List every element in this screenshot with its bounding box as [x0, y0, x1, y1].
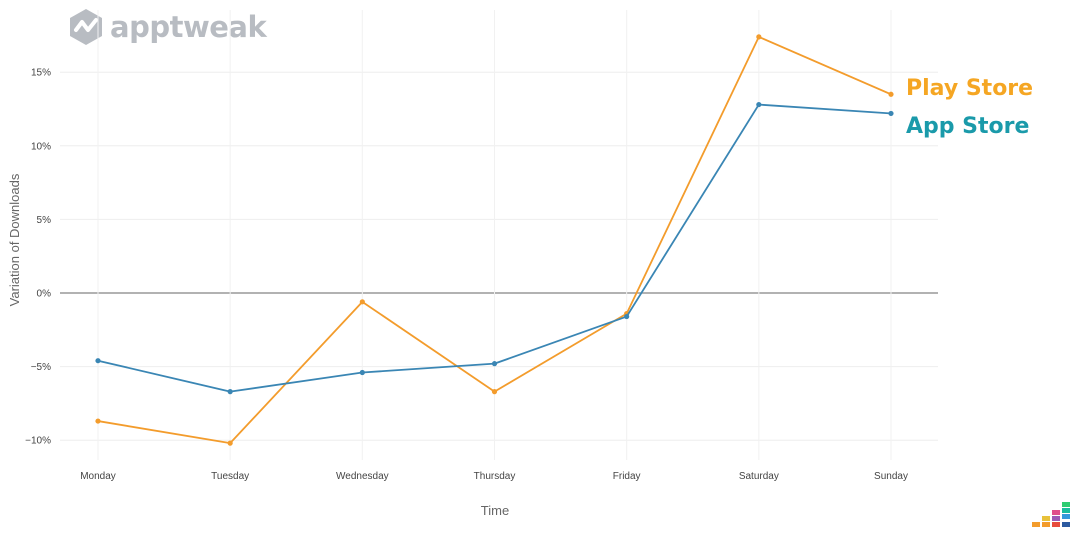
app-store-data-point: [756, 101, 762, 108]
x-tick-label: Saturday: [739, 471, 779, 482]
x-tick-label: Sunday: [874, 471, 908, 482]
play-store-data-point: [95, 418, 101, 424]
legend: Play Store App Store: [906, 76, 1033, 139]
y-tick-label: 15%: [31, 68, 51, 79]
x-tick-label: Thursday: [474, 471, 516, 482]
y-tick-label: 5%: [37, 215, 52, 226]
play-store-data-point: [359, 299, 365, 305]
grid-lines: [60, 10, 938, 460]
series-lines: [95, 34, 894, 446]
legend-label-play-store: Play Store: [906, 76, 1033, 101]
app-store-data-point: [624, 313, 630, 320]
legend-label-app-store: App Store: [906, 114, 1029, 139]
equalizer-bars-icon: [1032, 502, 1070, 527]
y-tick-label: 0%: [37, 289, 52, 300]
y-axis-title: Variation of Downloads: [7, 173, 22, 306]
play-store-data-point: [888, 91, 894, 97]
tick-labels: −10% −5% 0% 5% 10% 15% Monday Tuesday Wednesday T…: [25, 68, 908, 482]
x-tick-label: Monday: [80, 471, 116, 482]
y-tick-label: −5%: [31, 362, 51, 373]
y-tick-label: −10%: [25, 436, 51, 447]
x-axis-title: Time: [481, 503, 509, 518]
app-store-data-point: [95, 358, 101, 364]
app-store-data-point: [491, 361, 498, 367]
logo-text: apptweak: [110, 10, 267, 44]
app-store-data-point: [888, 110, 894, 117]
app-store-data-point: [359, 369, 365, 376]
play-store-data-point: [491, 389, 498, 395]
apptweak-logo: apptweak: [68, 8, 267, 46]
x-tick-label: Friday: [613, 471, 641, 482]
apptweak-hexagon-icon: [70, 9, 102, 45]
play-store-data-point: [227, 440, 233, 446]
x-tick-label: Wednesday: [336, 471, 389, 482]
app-store-data-point: [227, 389, 233, 395]
y-tick-label: 10%: [31, 141, 51, 152]
x-tick-label: Tuesday: [211, 471, 249, 482]
play-store-data-point: [756, 34, 762, 40]
